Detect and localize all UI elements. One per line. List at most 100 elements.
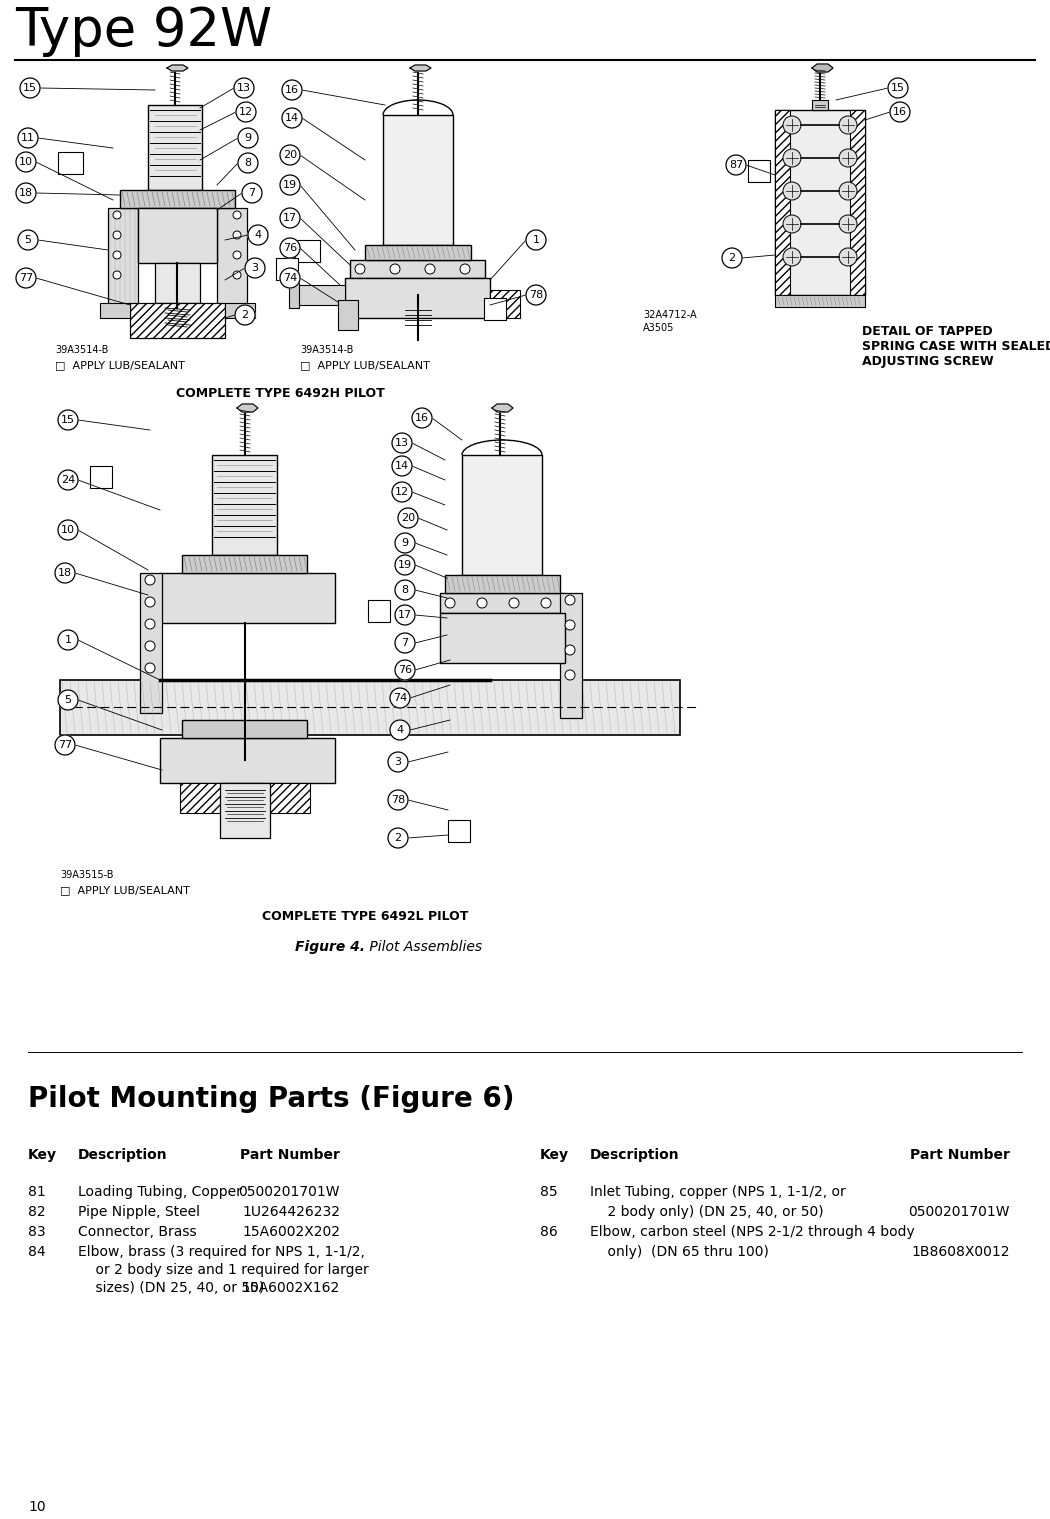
Text: 2: 2: [242, 310, 249, 321]
Circle shape: [839, 115, 857, 134]
Bar: [60, 681, 680, 735]
Bar: [365, 245, 471, 260]
Circle shape: [839, 216, 857, 232]
Bar: [289, 283, 299, 308]
Text: 24: 24: [61, 475, 76, 485]
Text: 19: 19: [282, 179, 297, 190]
Text: 16: 16: [415, 413, 429, 422]
Circle shape: [890, 102, 910, 122]
Text: □  APPLY LUB/SEALANT: □ APPLY LUB/SEALANT: [55, 360, 185, 371]
Circle shape: [238, 128, 258, 147]
Circle shape: [18, 229, 38, 251]
Bar: [350, 260, 485, 278]
Polygon shape: [410, 65, 430, 71]
Text: 8: 8: [245, 158, 252, 169]
Text: 85: 85: [540, 1185, 558, 1198]
Text: 1U264426232: 1U264426232: [242, 1205, 340, 1220]
Bar: [748, 159, 770, 182]
Bar: [775, 109, 790, 295]
Text: 74: 74: [282, 273, 297, 283]
Circle shape: [565, 646, 575, 655]
Text: 78: 78: [529, 290, 543, 299]
Circle shape: [145, 662, 155, 673]
Text: or 2 body size and 1 required for larger: or 2 body size and 1 required for larger: [78, 1262, 369, 1277]
Text: 12: 12: [239, 106, 253, 117]
Text: 76: 76: [282, 243, 297, 254]
Circle shape: [839, 149, 857, 167]
Circle shape: [355, 264, 365, 273]
Bar: [812, 100, 828, 109]
Text: 78: 78: [391, 794, 405, 805]
Bar: [182, 554, 307, 573]
Circle shape: [395, 554, 415, 576]
Bar: [383, 115, 453, 245]
Bar: [368, 600, 390, 621]
Text: 1B8608X0012: 1B8608X0012: [911, 1246, 1010, 1259]
Text: 18: 18: [58, 568, 72, 579]
Circle shape: [113, 231, 121, 238]
Text: 84: 84: [28, 1246, 45, 1259]
Text: 39A3514-B: 39A3514-B: [55, 345, 108, 355]
Text: □  APPLY LUB/SEALANT: □ APPLY LUB/SEALANT: [300, 360, 429, 371]
Circle shape: [390, 688, 410, 708]
Text: 86: 86: [540, 1224, 558, 1240]
Circle shape: [145, 576, 155, 585]
Circle shape: [145, 620, 155, 629]
Text: 1: 1: [532, 235, 540, 245]
Text: 77: 77: [58, 740, 72, 750]
Text: 10: 10: [61, 526, 75, 535]
Circle shape: [234, 77, 254, 99]
Text: 3: 3: [395, 756, 401, 767]
Text: Part Number: Part Number: [240, 1148, 340, 1162]
Circle shape: [392, 482, 412, 501]
Polygon shape: [812, 64, 833, 71]
Text: □  APPLY LUB/SEALANT: □ APPLY LUB/SEALANT: [60, 886, 190, 895]
Text: Key: Key: [28, 1148, 57, 1162]
Circle shape: [395, 605, 415, 624]
Circle shape: [280, 267, 300, 289]
Text: 8: 8: [401, 585, 408, 595]
Text: 82: 82: [28, 1205, 45, 1220]
Bar: [490, 290, 520, 317]
Circle shape: [526, 286, 546, 305]
Circle shape: [58, 630, 78, 650]
Text: 87: 87: [729, 159, 743, 170]
Text: 7: 7: [401, 638, 408, 649]
Text: 13: 13: [237, 84, 251, 93]
Text: 15: 15: [23, 84, 37, 93]
Circle shape: [282, 81, 302, 100]
Text: 32A4712-A
A3505: 32A4712-A A3505: [643, 310, 696, 333]
Text: sizes) (DN 25, 40, or 50): sizes) (DN 25, 40, or 50): [78, 1281, 265, 1296]
Circle shape: [565, 620, 575, 630]
Text: Inlet Tubing, copper (NPS 1, 1-1/2, or: Inlet Tubing, copper (NPS 1, 1-1/2, or: [590, 1185, 845, 1198]
Circle shape: [233, 211, 242, 219]
Text: 83: 83: [28, 1224, 45, 1240]
Bar: [58, 152, 83, 175]
Circle shape: [58, 519, 78, 539]
Bar: [775, 109, 865, 295]
Circle shape: [55, 735, 75, 755]
Text: 20: 20: [282, 150, 297, 159]
Circle shape: [233, 231, 242, 238]
Circle shape: [398, 507, 418, 529]
Text: 10: 10: [19, 156, 33, 167]
Text: 81: 81: [28, 1185, 46, 1198]
Bar: [462, 456, 542, 576]
Text: 2: 2: [395, 832, 401, 843]
Polygon shape: [167, 65, 188, 71]
Text: 2 body only) (DN 25, 40, or 50): 2 body only) (DN 25, 40, or 50): [590, 1205, 823, 1220]
Circle shape: [238, 153, 258, 173]
Text: 18: 18: [19, 188, 33, 197]
Circle shape: [722, 248, 742, 267]
Circle shape: [388, 828, 408, 848]
Circle shape: [245, 258, 265, 278]
Circle shape: [113, 251, 121, 260]
Circle shape: [390, 720, 410, 740]
Text: 0500201701W: 0500201701W: [238, 1185, 340, 1198]
Text: Pilot Assemblies: Pilot Assemblies: [365, 940, 482, 954]
Circle shape: [412, 409, 432, 428]
Bar: [225, 302, 255, 317]
Text: Key: Key: [540, 1148, 569, 1162]
Text: 74: 74: [393, 693, 407, 703]
Bar: [338, 299, 358, 330]
